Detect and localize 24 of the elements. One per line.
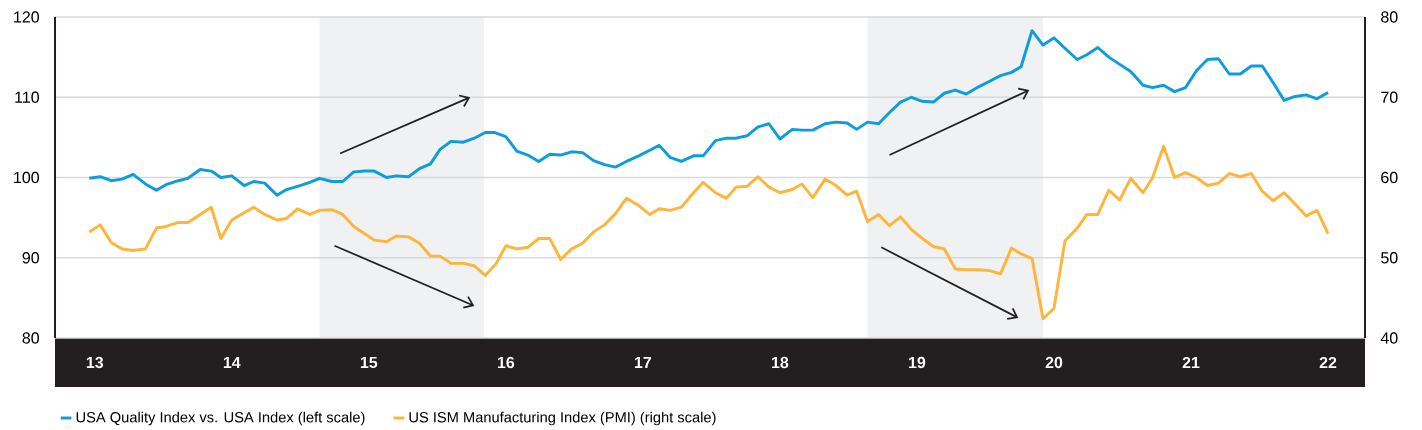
y2-tick-label: 80 xyxy=(1381,11,1398,23)
x-tick-label: 17 xyxy=(634,357,652,368)
x-tick-label: 20 xyxy=(1045,356,1063,369)
y2-tick-label: 40 xyxy=(1380,332,1398,344)
y-tick-label: 90 xyxy=(22,252,40,264)
x-tick-label: 22 xyxy=(1319,356,1337,369)
line-series xyxy=(87,144,1330,321)
y2-tick-label: 50 xyxy=(1381,252,1398,264)
x-tick-label: 13 xyxy=(86,356,104,369)
x-tick-label: 15 xyxy=(360,356,378,369)
y-tick-label: 100 xyxy=(14,171,40,184)
y-tick-label: 80 xyxy=(22,332,40,344)
y-tick-label: 120 xyxy=(14,11,40,23)
x-tick-label: 16 xyxy=(497,356,515,369)
x-tick-label: 19 xyxy=(909,356,926,369)
y2-tick-label: 60 xyxy=(1381,171,1398,184)
y-tick-label: 110 xyxy=(15,91,40,103)
line-series xyxy=(87,29,1330,197)
y2-tick-label: 70 xyxy=(1381,91,1398,103)
legend-label: USA Quality Index vs. USA Index (left scale) xyxy=(76,411,365,426)
legend-label: US ISM Manufacturing Index (PMI) (right scale) xyxy=(409,411,716,426)
x-tick-label: 14 xyxy=(223,357,241,368)
x-tick-label: 18 xyxy=(772,356,789,369)
x-tick-label: 21 xyxy=(1182,356,1200,369)
